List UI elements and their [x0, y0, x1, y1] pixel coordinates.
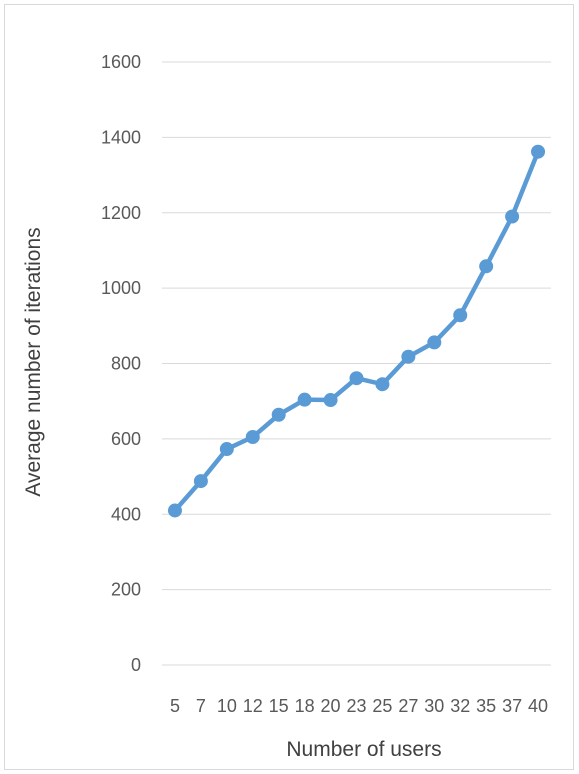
series-line — [172, 149, 541, 513]
x-tick-label: 35 — [476, 696, 496, 716]
x-tick-label: 25 — [372, 696, 392, 716]
y-tick-label: 1000 — [101, 278, 141, 298]
data-point — [271, 407, 286, 422]
data-point — [453, 308, 468, 323]
x-tick-label: 23 — [346, 696, 366, 716]
data-point — [245, 429, 260, 444]
data-point — [479, 259, 494, 274]
x-axis-ticks: 5 7 10 12 15 18 20 23 25 27 30 32 35 37 40 — [170, 696, 548, 716]
x-axis-title: Number of users — [286, 738, 441, 761]
y-axis-ticks: 0 200 400 600 800 1000 1200 1400 1600 — [101, 52, 141, 675]
data-point — [401, 349, 416, 364]
y-tick-label: 800 — [111, 354, 141, 374]
series-group — [167, 144, 546, 518]
y-axis-title: Average number of iterations — [22, 227, 45, 496]
x-tick-label: 5 — [170, 696, 180, 716]
x-tick-label: 10 — [217, 696, 237, 716]
x-tick-label: 37 — [502, 696, 522, 716]
x-tick-label: 20 — [321, 696, 341, 716]
x-tick-label: 15 — [269, 696, 289, 716]
y-tick-label: 0 — [131, 655, 141, 675]
y-tick-label: 1600 — [101, 52, 141, 72]
x-tick-label: 32 — [450, 696, 470, 716]
chart-frame — [4, 4, 574, 770]
data-point — [531, 144, 546, 159]
y-tick-label: 200 — [111, 580, 141, 600]
data-point — [297, 392, 312, 407]
data-point — [505, 209, 520, 224]
data-point — [375, 377, 390, 392]
data-point — [427, 335, 442, 350]
gridlines — [162, 61, 551, 666]
data-point — [167, 503, 182, 518]
x-tick-label: 12 — [243, 696, 263, 716]
y-tick-label: 400 — [111, 504, 141, 524]
x-tick-label: 7 — [196, 696, 206, 716]
x-tick-label: 27 — [398, 696, 418, 716]
y-tick-label: 600 — [111, 429, 141, 449]
y-tick-label: 1400 — [101, 127, 141, 147]
data-point — [193, 474, 208, 489]
data-point — [349, 371, 364, 386]
data-point — [219, 442, 234, 457]
y-tick-label: 1200 — [101, 203, 141, 223]
x-tick-label: 18 — [295, 696, 315, 716]
data-point — [323, 393, 338, 408]
x-tick-label: 40 — [528, 696, 548, 716]
x-tick-label: 30 — [424, 696, 444, 716]
